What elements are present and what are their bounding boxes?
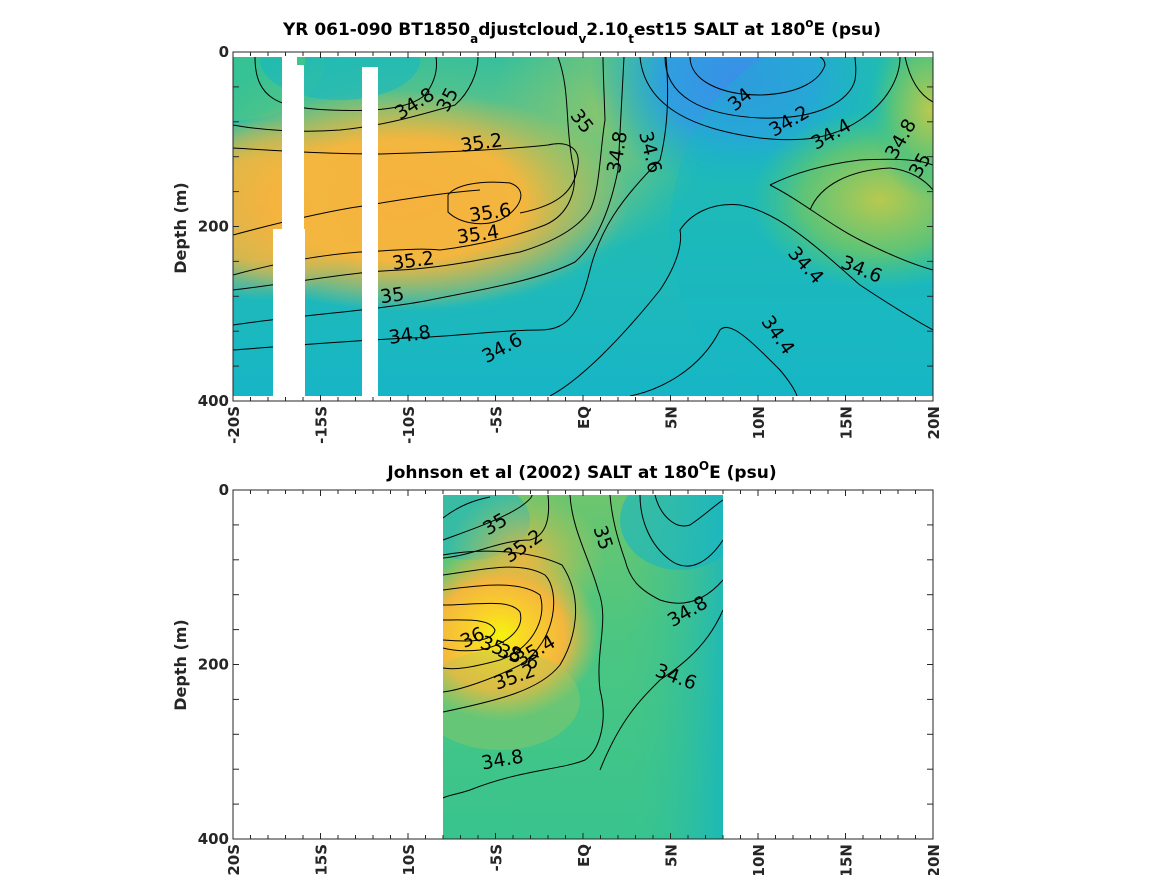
top-contours	[233, 57, 933, 396]
x-tick-label: 5N	[663, 406, 681, 429]
missing-data-bar	[362, 67, 378, 396]
top-heatmap	[233, 57, 933, 396]
x-tick-label: -20S	[225, 406, 243, 444]
x-tick-label: -5S	[488, 406, 506, 433]
x-tick-label: 10N	[750, 844, 768, 875]
x-tick-label: EQ	[575, 844, 593, 867]
bottom-heatmap	[443, 495, 723, 839]
bottom-contours	[443, 495, 723, 799]
x-tick-label: 10N	[750, 406, 768, 439]
data-cell	[297, 57, 305, 65]
y-tick-label: 0	[219, 481, 229, 499]
top-ylabel: Depth (m)	[171, 182, 190, 274]
top-title: YR 061-090 BT1850adjustcloudv2.10test15 …	[282, 16, 881, 46]
y-tick-label: 400	[198, 830, 229, 848]
x-tick-label: 20N	[925, 406, 943, 439]
x-tick-label: 15N	[838, 844, 856, 875]
x-tick-label: -20S	[225, 844, 243, 875]
x-tick-label: EQ	[575, 406, 593, 429]
y-tick-label: 0	[219, 43, 229, 61]
bottom-title: Johnson et al (2002) SALT at 180OE (psu)	[386, 459, 776, 483]
x-tick-label: 5N	[663, 844, 681, 867]
y-tick-label: 200	[198, 656, 229, 674]
x-tick-label: -5S	[488, 844, 506, 871]
bottom-axes: -20S -15S -10S -5S EQ 5N 10N 15N 20N 0 200 400	[198, 481, 943, 875]
y-tick-label: 200	[198, 218, 229, 236]
bottom-panel: Johnson et al (2002) SALT at 180OE (psu)	[171, 459, 943, 875]
contour-label: 35	[379, 283, 406, 308]
x-tick-label: 20N	[925, 844, 943, 875]
x-tick-label: -15S	[313, 844, 331, 875]
x-tick-label: -15S	[313, 406, 331, 444]
y-tick-label: 400	[198, 392, 229, 410]
top-axes: -20S -15S -10S -5S EQ 5N 10N 15N 20N 0 200 400	[198, 43, 943, 444]
top-panel: YR 061-090 BT1850adjustcloudv2.10test15 …	[171, 16, 943, 444]
x-tick-label: 15N	[838, 406, 856, 439]
bottom-ylabel: Depth (m)	[171, 619, 190, 711]
x-tick-label: -10S	[400, 406, 418, 444]
missing-data-bar	[273, 229, 305, 396]
x-tick-label: -10S	[400, 844, 418, 875]
